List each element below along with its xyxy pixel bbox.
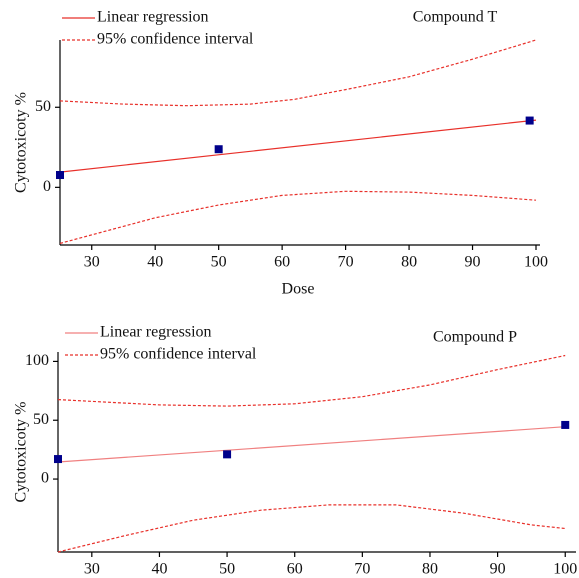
y-tick-label: 50 [33,411,49,428]
y-tick-label: 0 [43,178,51,195]
x-tick-label: 100 [553,561,577,578]
x-tick-label: 30 [84,561,100,578]
x-tick-label: 90 [490,561,506,578]
data-point [56,171,64,180]
data-point [223,450,232,459]
regression-line [59,119,537,173]
ci-upper [59,39,537,107]
data-point [214,145,223,154]
x-tick-label: 80 [422,561,438,578]
x-axis-label: Dose [282,281,315,298]
ci-lower [59,190,537,244]
data-point [561,420,570,429]
x-tick-label: 80 [401,254,417,271]
y-tick-label: 0 [41,470,49,487]
x-tick-label: 100 [524,254,548,271]
x-tick-label: 70 [338,254,354,271]
y-axis-label: Cytotoxicoty % [13,92,30,193]
x-tick-label: 70 [354,561,370,578]
x-tick-label: 40 [147,254,163,271]
x-tick-label: 30 [84,254,100,271]
data-point [525,116,534,125]
chart-title: Compound P [433,329,517,346]
ci-upper [57,354,566,407]
data-point [54,455,62,464]
x-tick-label: 50 [219,561,235,578]
legend-label: Linear regression [100,324,212,341]
x-tick-label: 60 [287,561,303,578]
x-tick-label: 60 [274,254,290,271]
x-tick-label: 40 [151,561,167,578]
y-tick-label: 100 [25,352,49,369]
legend-label: 95% confidence interval [100,346,257,363]
y-axis-label: Cytotoxicoty % [13,402,30,503]
ci-lower [57,504,566,553]
y-tick-label: 50 [35,98,51,115]
x-tick-label: 50 [211,254,227,271]
x-tick-label: 90 [465,254,481,271]
chart-title: Compound T [413,9,498,26]
regression-line [57,426,566,463]
legend-label: 95% confidence interval [97,31,254,48]
legend-label: Linear regression [97,9,209,26]
